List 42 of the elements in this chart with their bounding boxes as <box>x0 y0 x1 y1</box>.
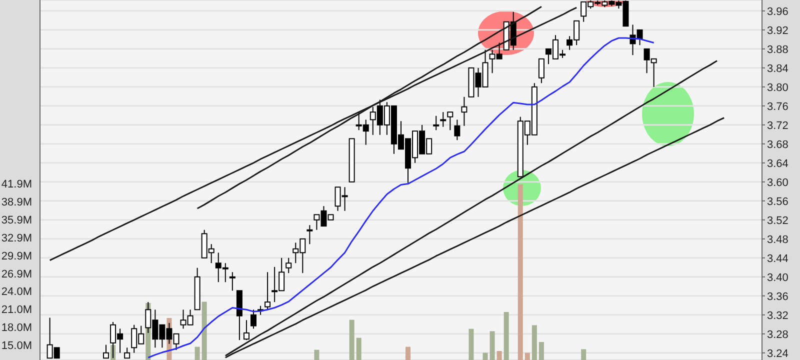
y-tick-label: 3.68 <box>767 138 788 151</box>
candlestick <box>461 96 468 126</box>
y-tick-label: 3.92 <box>767 24 788 37</box>
y2-tick-label: 18.0M <box>1 322 32 334</box>
y-tick-label: 3.24 <box>767 348 788 360</box>
candlestick <box>229 272 236 292</box>
candlestick <box>538 58 544 84</box>
y-tick-label: 3.48 <box>767 234 788 246</box>
y-tick-label: 3.88 <box>767 44 788 56</box>
candlestick <box>250 309 256 330</box>
y-tick-label: 3.40 <box>767 272 788 284</box>
y-tick-label: 3.96 <box>767 6 788 18</box>
y2-tick-label: 38.9M <box>1 196 32 209</box>
y2-tick-label: 32.9M <box>1 232 32 245</box>
y2-tick-label: 15.0M <box>1 340 32 352</box>
y-tick-label: 3.60 <box>767 176 788 189</box>
y-tick-label: 3.28 <box>767 328 788 341</box>
y-tick-label: 3.80 <box>767 82 788 94</box>
y2-tick-label: 41.9M <box>1 178 32 191</box>
candlestick <box>454 119 460 141</box>
y2-tick-label: 24.0M <box>1 286 32 298</box>
line-series <box>49 6 578 262</box>
y-tick-label: 3.56 <box>767 196 788 208</box>
y-tick-label: 3.36 <box>767 290 788 303</box>
y-tick-label: 3.72 <box>767 120 788 132</box>
y2-tick-label: 35.9M <box>1 214 32 227</box>
y-tick-label: 3.52 <box>767 214 788 227</box>
candlestick <box>306 224 313 245</box>
y-tick-label: 3.84 <box>767 62 788 75</box>
candlestick <box>243 320 250 341</box>
candlestick <box>440 112 446 128</box>
candlestick <box>433 115 440 131</box>
y2-tick-label: 29.9M <box>1 250 32 263</box>
candlestick <box>264 272 271 310</box>
y-tick-label: 3.32 <box>767 310 788 322</box>
y-tick-label: 3.76 <box>767 100 788 113</box>
y2-tick-label: 21.0M <box>1 304 32 316</box>
candlestick <box>286 257 292 274</box>
y-tick-label: 3.44 <box>767 252 788 265</box>
candlestick <box>447 112 454 131</box>
y2-tick-label: 26.9M <box>1 268 32 281</box>
y-tick-label: 3.64 <box>767 158 788 170</box>
